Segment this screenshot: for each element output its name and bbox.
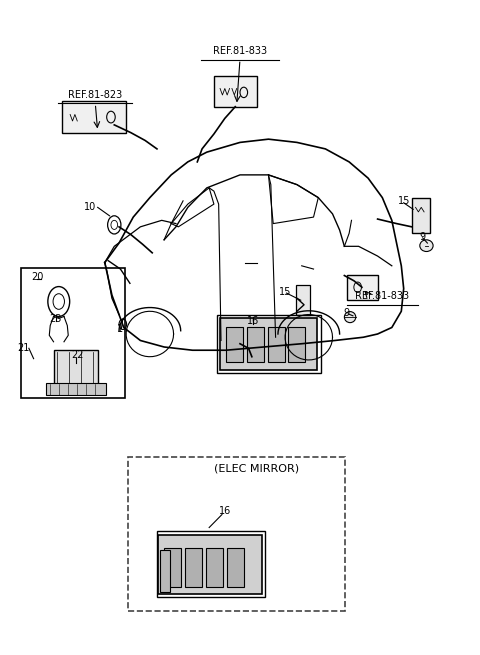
Text: 21: 21 — [17, 343, 29, 353]
Text: (ELEC MIRROR): (ELEC MIRROR) — [214, 464, 299, 474]
Text: 16: 16 — [219, 506, 231, 515]
Bar — [47, 383, 106, 395]
Bar — [288, 328, 305, 362]
Bar — [296, 286, 310, 314]
Bar — [160, 550, 170, 592]
Text: 15: 15 — [397, 196, 410, 206]
Bar — [267, 328, 285, 362]
Bar — [247, 328, 264, 362]
Bar — [157, 531, 265, 597]
Bar — [219, 318, 317, 369]
Text: 1: 1 — [118, 324, 123, 334]
Text: 23: 23 — [50, 314, 62, 324]
Text: 9: 9 — [420, 232, 426, 242]
Text: 10: 10 — [84, 202, 96, 212]
Bar — [54, 350, 97, 384]
Text: REF.81-833: REF.81-833 — [213, 47, 267, 56]
Bar — [214, 75, 257, 107]
Bar — [227, 548, 244, 588]
Text: 20: 20 — [31, 272, 43, 282]
Text: 9: 9 — [344, 308, 350, 318]
Text: REF.81-833: REF.81-833 — [355, 291, 409, 301]
Bar — [412, 198, 430, 233]
Bar — [185, 548, 202, 588]
Bar — [217, 314, 321, 373]
Bar — [164, 548, 181, 588]
Text: 16: 16 — [247, 316, 259, 326]
Text: 22: 22 — [72, 350, 84, 360]
Bar — [226, 328, 243, 362]
Text: REF.81-823: REF.81-823 — [68, 90, 122, 100]
Bar — [21, 268, 125, 398]
Text: 15: 15 — [279, 287, 291, 297]
Bar — [62, 102, 126, 133]
Bar — [206, 548, 223, 588]
Bar — [158, 535, 262, 594]
Ellipse shape — [420, 240, 433, 252]
Bar — [347, 275, 378, 299]
Ellipse shape — [344, 312, 356, 323]
